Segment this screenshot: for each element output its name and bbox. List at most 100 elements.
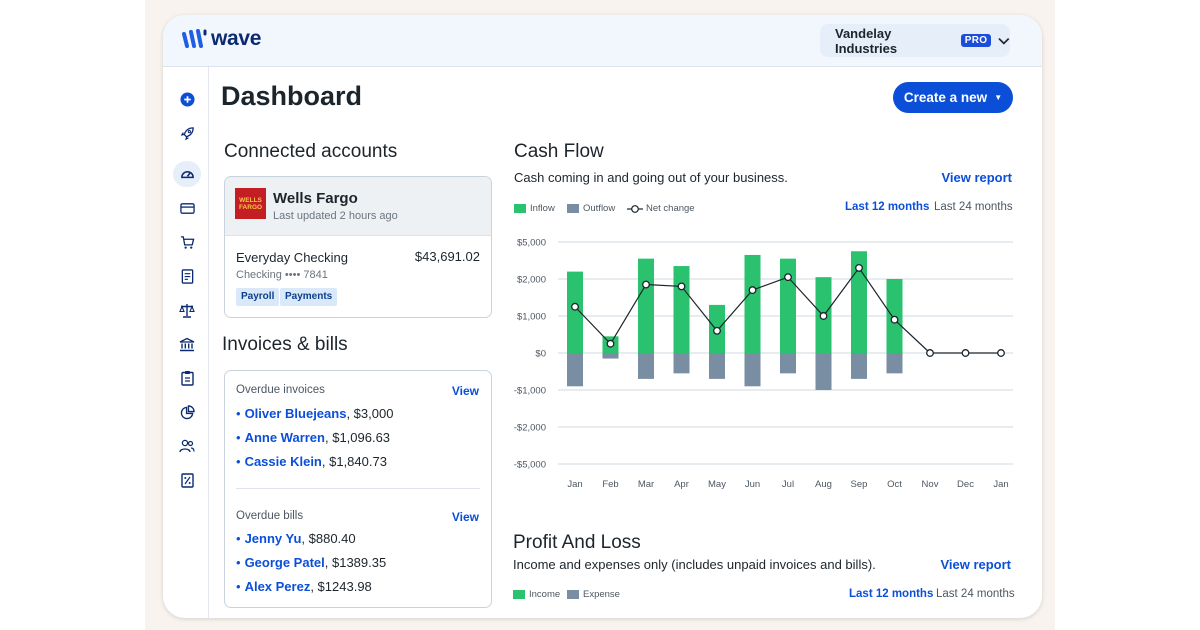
overdue-bill-item: • George Patel, $1389.35 (236, 555, 386, 570)
profit-loss-range-24-months[interactable]: Last 24 months (936, 588, 1015, 600)
inflow-bar (638, 258, 654, 353)
net-change-point (571, 302, 579, 311)
connected-accounts-title: Connected accounts (224, 141, 398, 162)
rocket-icon (180, 126, 194, 140)
cash-flow-view-report-link[interactable]: View report (941, 170, 1012, 185)
sidebar-item-payroll[interactable] (173, 365, 201, 391)
tag-payments[interactable]: Payments (280, 288, 338, 306)
invoice-customer-link[interactable]: Cassie Klein (244, 454, 322, 469)
wave-logo-icon (182, 29, 207, 48)
cart-icon (180, 235, 194, 249)
invoice-customer-link[interactable]: Oliver Bluejeans (244, 406, 347, 421)
legend-label: Income (529, 589, 561, 600)
outflow-bar (709, 353, 725, 379)
pie-chart-icon (180, 404, 195, 419)
net-change-point (677, 282, 686, 291)
net-change-point (606, 339, 615, 348)
sidebar-item-accounting[interactable] (173, 297, 201, 323)
overdue-invoices-label: Overdue invoices (236, 384, 325, 396)
profit-loss-title: Profit And Loss (513, 532, 641, 553)
inflow-bar (744, 254, 761, 353)
x-tick-label: May (708, 479, 726, 490)
wave-logo-text: wave (211, 27, 262, 50)
business-switcher[interactable]: Vandelay Industries PRO (820, 24, 1010, 57)
x-tick-label: Apr (674, 479, 689, 490)
cash-flow-range-12-months[interactable]: Last 12 months (845, 201, 930, 213)
sidebar-item-banking[interactable] (173, 331, 201, 357)
overdue-bill-item: • Jenny Yu, $880.40 (236, 531, 356, 546)
legend-label: Inflow (530, 203, 555, 214)
x-tick-label: Dec (957, 479, 974, 490)
sidebar-item-taxes[interactable] (173, 467, 201, 493)
people-icon (179, 439, 195, 453)
sidebar-item-reports[interactable] (173, 399, 201, 425)
cash-flow-range-24-months[interactable]: Last 24 months (934, 201, 1013, 213)
y-tick-label: $1,000 (517, 312, 546, 323)
legend-label: Net change (646, 203, 695, 214)
chevron-down-icon (998, 37, 1010, 45)
outflow-bar (567, 353, 583, 387)
create-new-label: Create a new (903, 90, 988, 105)
outflow-bar (638, 353, 654, 379)
sidebar-item-dashboard[interactable] (173, 161, 201, 187)
bank-card-header: WELLS FARGO Wells Fargo Last updated 2 ho… (225, 177, 491, 236)
receipt-icon (181, 268, 193, 284)
y-tick-label: $2,000 (517, 275, 546, 286)
bullet: • (236, 430, 241, 445)
inflow-bar (851, 251, 867, 353)
legend-swatch-income (513, 590, 525, 599)
sidebar-item-sales[interactable] (173, 229, 201, 255)
bill-vendor-link[interactable]: Alex Perez (244, 579, 311, 594)
sidebar-item-create[interactable] (173, 86, 201, 112)
outflow-bar (815, 353, 832, 390)
sidebar (163, 67, 209, 618)
dashboard-gauge-icon (180, 170, 194, 178)
tag-payroll[interactable]: Payroll (236, 288, 280, 306)
bill-vendor-link[interactable]: Jenny Yu (244, 531, 302, 546)
account-number: Checking •••• 7841 (236, 269, 328, 281)
invoice-customer-link[interactable]: Anne Warren (244, 430, 325, 445)
bank-icon (179, 337, 195, 351)
invoice-amount: , $3,000 (346, 406, 394, 421)
legend-swatch-outflow (567, 204, 579, 213)
sidebar-item-advisors[interactable] (173, 433, 201, 459)
overdue-bill-item: • Alex Perez, $1243.98 (236, 579, 372, 594)
profit-loss-subtitle: Income and expenses only (includes unpai… (513, 557, 876, 572)
x-tick-label: Oct (887, 479, 902, 490)
percent-icon (180, 472, 194, 488)
business-name: Vandelay Industries (835, 25, 898, 56)
invoices-bills-card: Overdue invoices View • Oliver Bluejeans,… (224, 370, 492, 608)
sidebar-item-purchases[interactable] (173, 263, 201, 289)
account-balance: $43,691.02 (414, 249, 480, 264)
net-change-point (926, 349, 934, 357)
outflow-bar (602, 353, 619, 359)
outflow-bar (673, 353, 690, 374)
create-new-button[interactable]: Create a new ▼ (893, 82, 1013, 113)
sidebar-item-payments[interactable] (173, 195, 201, 221)
bullet: • (236, 531, 241, 546)
invoices-bills-title: Invoices & bills (222, 334, 348, 355)
x-tick-label: Mar (638, 479, 654, 490)
x-tick-label: Jul (782, 479, 794, 490)
profit-loss-view-report-link[interactable]: View report (940, 557, 1011, 572)
overdue-bills-label: Overdue bills (236, 510, 304, 522)
legend-label: Expense (583, 589, 620, 600)
legend-outflow: Outflow (567, 203, 615, 214)
net-change-point (961, 349, 970, 357)
bill-amount: , $1243.98 (310, 579, 372, 594)
y-tick-label: -$1,000 (514, 386, 546, 397)
y-tick-label: -$5,000 (514, 460, 546, 471)
bank-account-card[interactable]: WELLS FARGO Wells Fargo Last updated 2 ho… (224, 176, 492, 318)
cash-flow-chart: $5,000 $2,000 $1,000 $0 -$1,000 -$2,000 -$5,00… (514, 238, 1013, 490)
y-tick-label: $0 (535, 349, 546, 360)
view-invoices-link[interactable]: View (451, 384, 479, 398)
sidebar-item-launchpad[interactable] (173, 120, 201, 146)
profit-loss-range-12-months[interactable]: Last 12 months (849, 588, 934, 600)
view-bills-link[interactable]: View (451, 510, 479, 524)
bill-amount: , $1389.35 (324, 555, 387, 570)
legend-swatch-inflow (514, 204, 526, 213)
net-change-point (855, 263, 863, 272)
wave-logo[interactable]: wave (181, 27, 261, 51)
net-change-point (819, 312, 828, 320)
bill-vendor-link[interactable]: George Patel (244, 555, 325, 570)
